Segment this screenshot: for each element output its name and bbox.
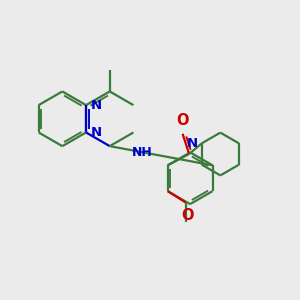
Text: N: N bbox=[187, 137, 198, 150]
Text: N: N bbox=[91, 126, 102, 139]
Text: O: O bbox=[181, 208, 193, 223]
Text: NH: NH bbox=[132, 146, 153, 159]
Text: O: O bbox=[176, 113, 189, 128]
Text: N: N bbox=[91, 99, 102, 112]
